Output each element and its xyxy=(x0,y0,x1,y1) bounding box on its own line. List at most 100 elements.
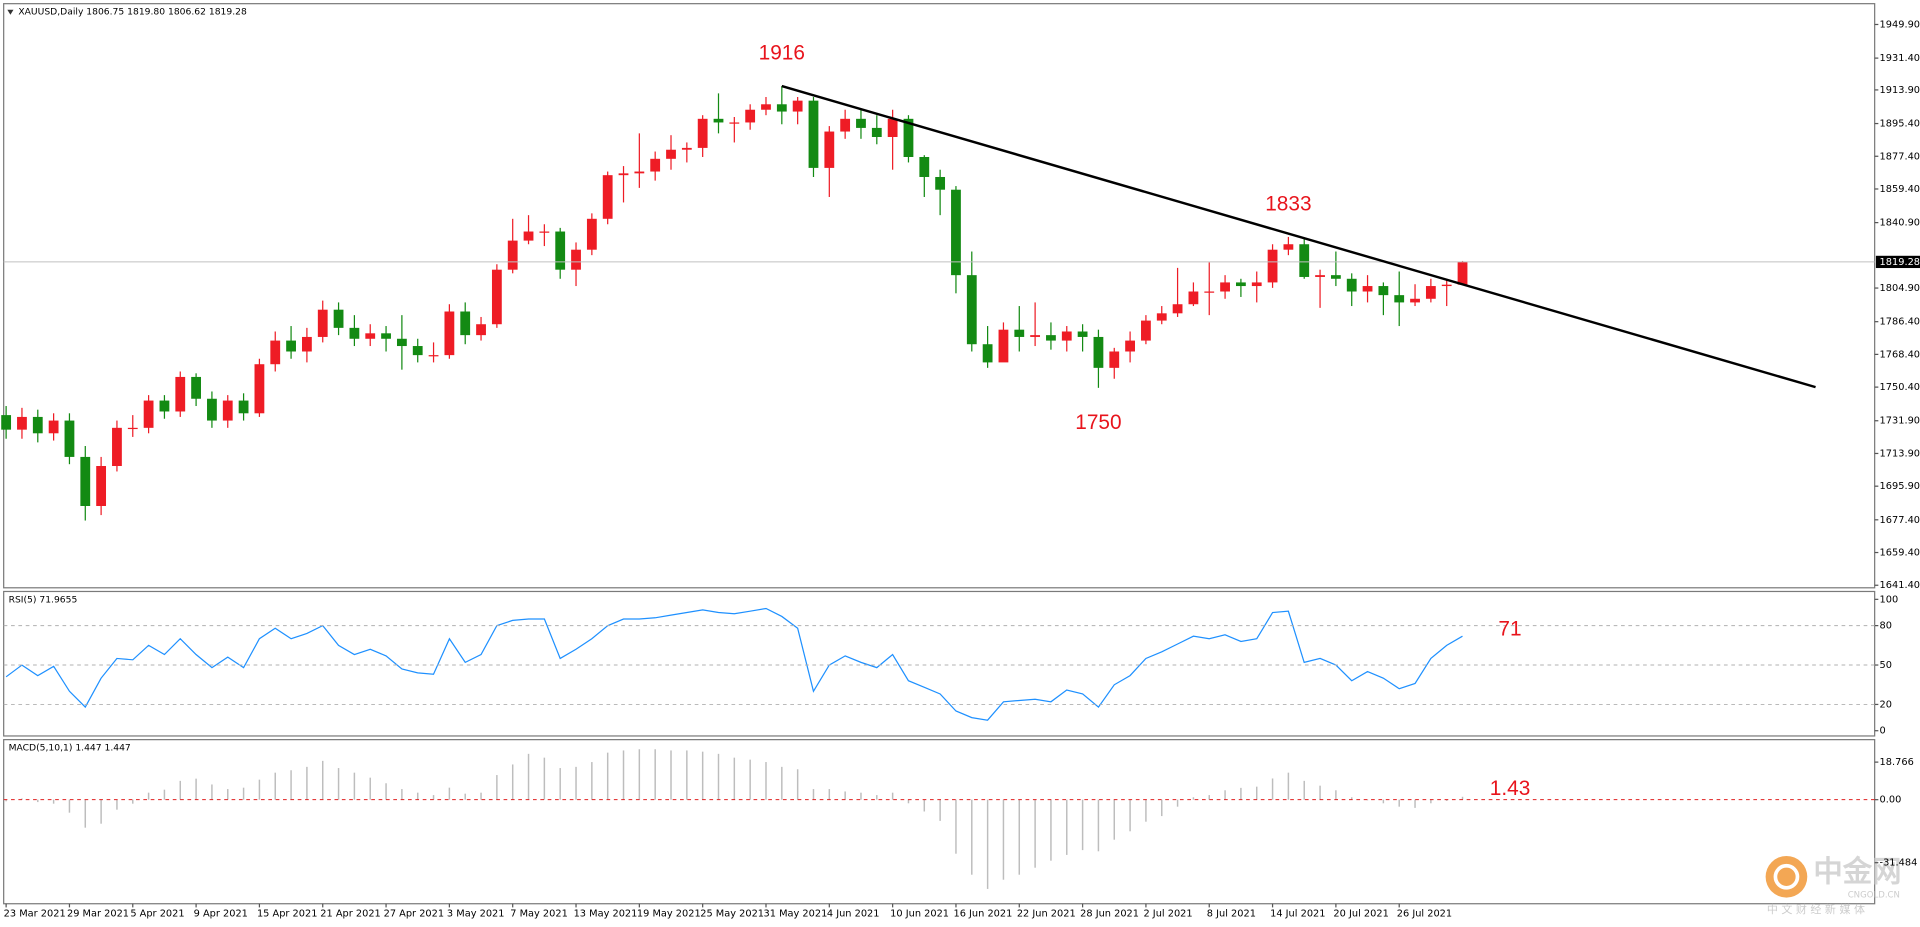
macd-panel xyxy=(3,739,1876,905)
candle-body xyxy=(1,415,12,430)
x-tick-label: 21 Apr 2021 xyxy=(320,909,381,920)
macd-bar xyxy=(686,750,688,800)
macd-bar xyxy=(1350,797,1353,800)
macd-bar xyxy=(1097,799,1100,852)
rsi-line xyxy=(5,607,1463,721)
macd-bar xyxy=(322,760,324,800)
y-tick-label: 1804.90 xyxy=(1880,283,1920,294)
macd-bar xyxy=(939,799,941,821)
macd-bar xyxy=(1129,799,1131,832)
macd-bar xyxy=(1445,799,1448,801)
macd-bar xyxy=(401,789,403,800)
x-tick-label: 13 May 2021 xyxy=(574,909,638,920)
candle-body xyxy=(270,340,281,365)
x-tick-label: 4 Jun 2021 xyxy=(827,909,880,920)
candle-body xyxy=(80,456,91,506)
candle-body xyxy=(919,156,930,177)
x-tick-label: 28 Jun 2021 xyxy=(1080,909,1139,920)
macd-bar xyxy=(971,799,973,875)
macd-bar xyxy=(227,789,229,800)
candle-body xyxy=(1188,291,1199,305)
rsi-title: RSI(5) 71.9655 xyxy=(9,595,78,606)
candle-body xyxy=(982,344,993,363)
y-tick-label: 50 xyxy=(1880,660,1892,671)
watermark-site: CNGOLD.CN xyxy=(1848,891,1900,901)
candle-body xyxy=(586,218,597,250)
macd-bar xyxy=(1461,796,1464,800)
trendline xyxy=(781,84,1816,389)
x-tick-label: 22 Jun 2021 xyxy=(1017,909,1076,920)
candle-body xyxy=(1251,282,1262,287)
x-tick-label: 8 Jul 2021 xyxy=(1207,909,1256,920)
y-tick-label: 1840.90 xyxy=(1880,218,1920,229)
candle-body xyxy=(555,231,566,270)
candle-body xyxy=(1077,331,1088,337)
macd-bar xyxy=(1081,799,1084,851)
macd-bar xyxy=(527,753,530,800)
macd-bar xyxy=(100,799,102,824)
macd-bar xyxy=(416,792,419,800)
x-tick-label: 20 Jul 2021 xyxy=(1333,909,1388,920)
candle-body xyxy=(317,309,328,337)
candle-body xyxy=(903,118,914,157)
x-tick-label: 10 Jun 2021 xyxy=(890,909,949,920)
candle-body xyxy=(1394,295,1405,303)
candle-body xyxy=(64,420,75,457)
y-tick-label: 0 xyxy=(1880,726,1886,737)
candle-body xyxy=(1362,286,1373,292)
y-tick-label: 1713.90 xyxy=(1880,448,1920,459)
candle-body xyxy=(96,466,107,506)
candle-body xyxy=(951,189,961,276)
watermark-logo xyxy=(1765,855,1808,898)
candle-body xyxy=(1315,275,1325,277)
x-tick-label: 16 Jun 2021 xyxy=(954,909,1013,920)
x-tick-label: 31 May 2021 xyxy=(764,909,828,920)
macd-bar xyxy=(1430,799,1432,804)
macd-bar xyxy=(480,792,482,800)
candle-body xyxy=(207,398,217,421)
macd-bar xyxy=(5,799,7,802)
macd-bar xyxy=(876,795,878,800)
candle-body xyxy=(32,416,43,434)
macd-bar xyxy=(828,789,831,800)
macd-bar xyxy=(1382,799,1385,804)
macd-bar xyxy=(511,764,514,800)
candle-body xyxy=(412,346,423,356)
macd-bar xyxy=(21,798,23,800)
macd-bar xyxy=(1240,787,1242,800)
candle-body xyxy=(729,122,740,124)
macd-bar xyxy=(654,749,656,800)
macd-bar xyxy=(84,799,87,828)
macd-bar xyxy=(733,757,736,800)
chart-title: XAUUSD,Daily 1806.75 1819.80 1806.62 181… xyxy=(18,7,247,18)
y-tick-label: 1931.40 xyxy=(1880,53,1920,64)
watermark-name: 中金网 xyxy=(1813,855,1901,889)
macd-bar xyxy=(1002,799,1005,880)
candle-body xyxy=(365,333,376,339)
watermark-logo-ring xyxy=(1773,863,1800,890)
candle-body xyxy=(222,400,233,421)
watermark-slogan: 中 文 财 经 新 媒 体 xyxy=(1767,902,1865,916)
macd-bar xyxy=(781,766,783,800)
macd-bar xyxy=(242,787,245,800)
candle-body xyxy=(1441,284,1452,287)
annotation: 1750 xyxy=(1075,411,1121,434)
y-tick-label: 1913.90 xyxy=(1880,85,1920,96)
macd-bar xyxy=(290,770,292,800)
candle-body xyxy=(539,231,550,233)
candle-body xyxy=(127,427,138,430)
candle-body xyxy=(776,104,787,112)
macd-bar xyxy=(1018,799,1021,875)
macd-bar xyxy=(622,750,625,800)
candle-body xyxy=(618,173,629,176)
candle-body xyxy=(381,333,391,339)
x-tick-label: 25 May 2021 xyxy=(700,909,764,920)
macd-bar xyxy=(258,779,261,800)
macd-bar xyxy=(1303,780,1305,800)
macd-bar xyxy=(68,799,71,813)
y-tick-label: 1895.40 xyxy=(1880,119,1920,130)
macd-bar xyxy=(1034,799,1036,868)
candle-body xyxy=(745,109,756,123)
